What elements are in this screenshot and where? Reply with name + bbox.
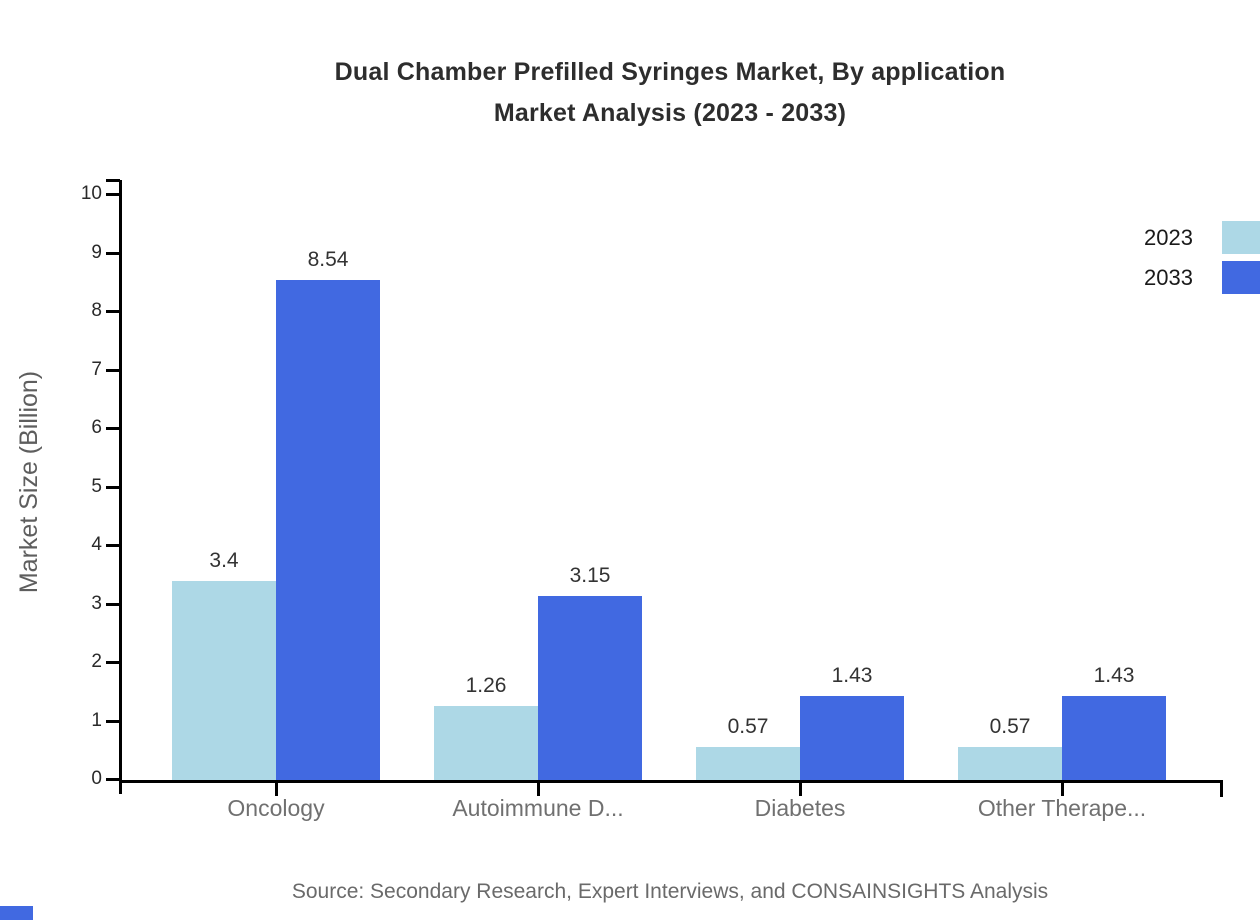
bar-value-label: 0.57 — [989, 714, 1031, 738]
y-tick-label: 3 — [91, 592, 102, 614]
x-category-label: Autoimmune D... — [452, 795, 624, 821]
y-tick-mark — [106, 544, 120, 547]
bar-2033-2 — [800, 696, 904, 780]
y-axis-line — [119, 180, 122, 794]
y-tick-label: 8 — [91, 300, 102, 321]
y-tick-mark — [106, 778, 120, 781]
y-tick-mark — [106, 719, 120, 723]
x-category-label: Diabetes — [754, 795, 846, 821]
y-tick-label: 0 — [91, 768, 102, 789]
y-tick-label: 4 — [91, 534, 102, 555]
x-tick-mark — [799, 783, 802, 796]
legend-label-2023: 2023 — [1144, 225, 1193, 250]
y-tick-label: 9 — [91, 241, 102, 263]
bar-value-label: 3.15 — [569, 563, 611, 587]
bar-value-label: 8.54 — [307, 248, 349, 272]
y-tick-mark — [106, 251, 120, 255]
chart-title: Dual Chamber Prefilled Syringes Market, … — [80, 52, 1260, 134]
bar-value-label: 1.43 — [1093, 664, 1135, 688]
brand-corner-mark — [0, 906, 33, 920]
y-tick-label: 6 — [91, 417, 102, 438]
chart-title-line1: Dual Chamber Prefilled Syringes Market, … — [334, 58, 1006, 86]
y-tick-label: 5 — [91, 475, 102, 497]
y-tick-mark — [106, 661, 120, 664]
y-tick-mark — [106, 427, 120, 430]
x-axis-end-tick — [1220, 783, 1223, 797]
x-category-label: Oncology — [227, 795, 325, 821]
bar-2023-1 — [434, 706, 538, 780]
legend-swatch-2033 — [1222, 261, 1260, 294]
bar-2023-0 — [172, 581, 276, 780]
y-tick-mark — [106, 485, 120, 489]
bar-2023-3 — [958, 746, 1062, 780]
y-tick-label: 10 — [80, 183, 102, 204]
x-axis-line — [119, 780, 1223, 783]
chart-title-line2: Market Analysis (2023 - 2033) — [493, 99, 847, 127]
bar-2023-2 — [696, 746, 800, 780]
bar-value-label: 1.26 — [465, 674, 507, 698]
bar-2033-3 — [1062, 696, 1166, 780]
x-tick-mark — [275, 783, 278, 796]
x-tick-mark — [1061, 783, 1064, 796]
legend-swatch-2023 — [1222, 221, 1260, 254]
y-axis-title: Market Size (Billion) — [15, 370, 43, 594]
y-tick-label: 2 — [91, 651, 102, 672]
y-tick-mark — [106, 602, 120, 606]
y-tick-mark — [106, 193, 120, 196]
bar-value-label: 0.57 — [727, 714, 769, 738]
legend-label-2033: 2033 — [1144, 265, 1193, 290]
y-tick-label: 1 — [91, 709, 102, 731]
x-tick-mark — [537, 783, 540, 796]
bar-2033-1 — [538, 595, 642, 780]
y-tick-mark — [106, 310, 120, 313]
y-tick-label: 7 — [91, 358, 102, 380]
source-note: Source: Secondary Research, Expert Inter… — [291, 880, 1049, 903]
bar-value-label: 3.4 — [209, 549, 239, 573]
bar-2033-0 — [276, 280, 380, 780]
x-category-label: Other Therape... — [977, 795, 1147, 821]
y-tick-mark — [106, 368, 120, 372]
y-axis-top-cap — [106, 179, 120, 182]
bar-value-label: 1.43 — [831, 664, 873, 688]
